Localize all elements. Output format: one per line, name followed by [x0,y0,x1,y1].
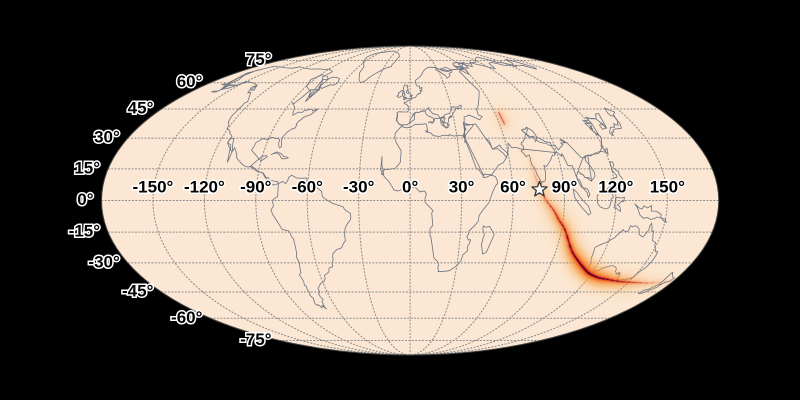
svg-text:-30°: -30° [88,252,120,271]
svg-text:-75°: -75° [240,330,272,349]
svg-text:0°: 0° [77,190,93,209]
svg-text:-120°: -120° [184,178,225,197]
svg-text:60°: 60° [500,178,526,197]
svg-text:-45°: -45° [122,281,154,300]
svg-text:45°: 45° [128,99,154,118]
svg-text:75°: 75° [246,50,272,69]
svg-text:-150°: -150° [133,178,174,197]
svg-text:-90°: -90° [240,178,272,197]
svg-text:-30°: -30° [343,178,375,197]
svg-text:-60°: -60° [171,308,203,327]
svg-text:-60°: -60° [292,178,324,197]
svg-text:150°: 150° [650,178,685,197]
svg-text:30°: 30° [449,178,475,197]
svg-text:-15°: -15° [69,222,101,241]
svg-text:60°: 60° [177,72,203,91]
svg-text:30°: 30° [94,128,120,147]
svg-text:15°: 15° [74,158,100,177]
svg-text:0°: 0° [402,178,418,197]
svg-text:120°: 120° [598,178,633,197]
svg-text:90°: 90° [552,178,578,197]
